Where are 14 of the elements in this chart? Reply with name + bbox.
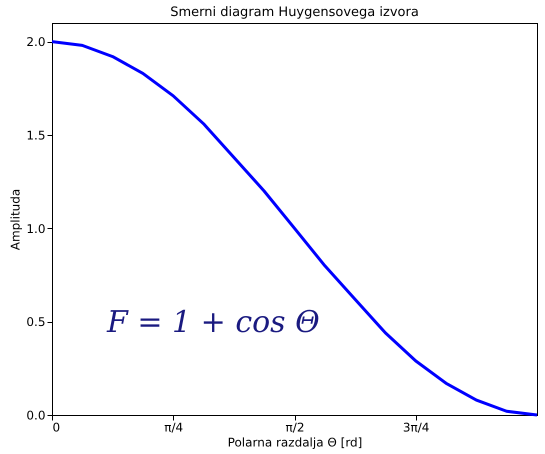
y-tick-label: 1.5: [26, 128, 46, 142]
x-tick-label: π/4: [164, 420, 184, 434]
x-tick-label: π/2: [286, 420, 304, 434]
x-tick-label: 3π/4: [402, 420, 430, 434]
y-tick-label: 2.0: [26, 35, 46, 50]
annotation: F = 1 + cos Θ: [106, 305, 320, 340]
y-tick-label: 0.0: [26, 408, 46, 422]
line-series: [50, 40, 538, 416]
chart-title: Smerni diagram Huygensovega izvora: [170, 5, 419, 20]
x-tick-label: 0: [52, 420, 60, 434]
x-axis-title: Polarna razdalja Θ [rd]: [228, 436, 362, 450]
y-axis-title: Amplituda: [8, 188, 22, 250]
y-tick-label: 1.0: [26, 222, 46, 236]
y-tick-label: 0.5: [26, 315, 46, 330]
